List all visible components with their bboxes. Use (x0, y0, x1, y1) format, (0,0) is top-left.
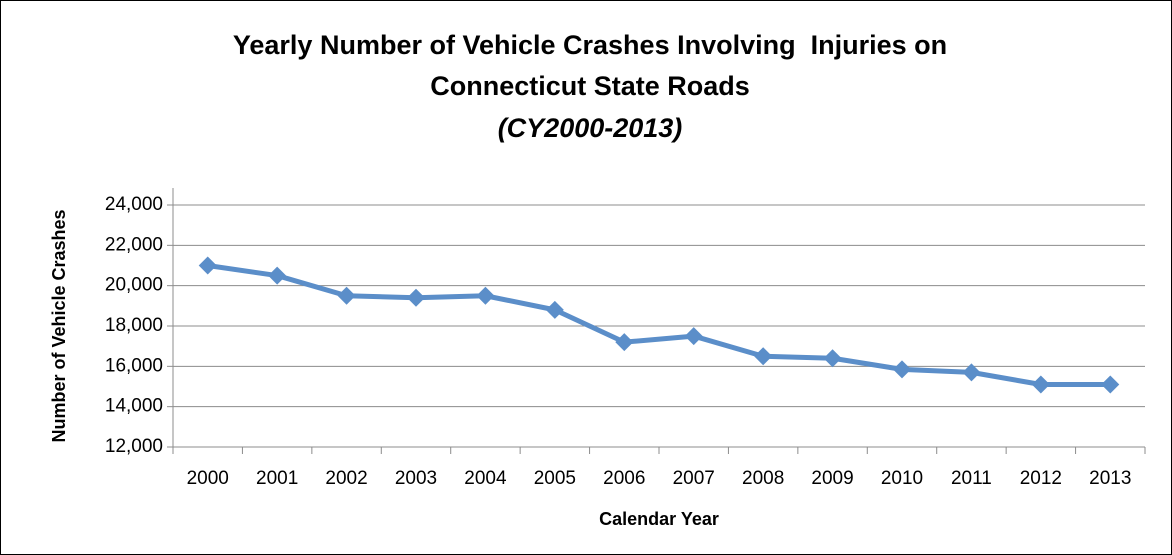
y-tick-label: 16,000 (105, 355, 163, 376)
y-tick-label: 24,000 (105, 194, 163, 215)
x-tick-label: 2005 (534, 468, 576, 489)
x-tick-label: 2012 (1020, 468, 1062, 489)
x-tick-label: 2003 (395, 468, 437, 489)
data-point (1101, 375, 1120, 394)
data-point (823, 349, 842, 368)
x-tick-label: 2007 (673, 468, 715, 489)
y-tick-label: 22,000 (105, 234, 163, 255)
chart-title: Yearly Number of Vehicle Crashes Involvi… (233, 30, 947, 60)
x-tick-label: 2009 (811, 468, 853, 489)
x-tick-label: 2006 (603, 468, 645, 489)
x-tick-label: 2013 (1089, 468, 1131, 489)
x-tick-label: 2010 (881, 468, 923, 489)
y-tick-label: 12,000 (105, 436, 163, 457)
data-point (476, 286, 495, 305)
x-tick-label: 2002 (325, 468, 367, 489)
x-tick-label: 2000 (187, 468, 229, 489)
data-point (545, 300, 564, 319)
data-point (337, 286, 356, 305)
chart-subtitle: (CY2000-2013) (498, 113, 683, 143)
data-point (1031, 375, 1050, 394)
x-tick-label: 2011 (951, 468, 992, 489)
data-point (893, 360, 911, 379)
x-tick-label: 2008 (742, 468, 784, 489)
data-point (754, 347, 773, 366)
x-tick-label: 2001 (256, 468, 298, 489)
y-axis-title: Number of Vehicle Crashes (49, 209, 69, 442)
x-tick-label: 2004 (464, 468, 507, 489)
y-tick-label: 14,000 (105, 396, 163, 417)
data-point (407, 288, 425, 307)
y-tick-label: 20,000 (105, 275, 163, 296)
x-axis-title: Calendar Year (599, 509, 719, 529)
data-point (198, 256, 217, 275)
data-point (684, 327, 703, 346)
data-line (207, 263, 1111, 387)
data-point (615, 333, 634, 352)
chart-title: Connecticut State Roads (430, 71, 750, 101)
data-point (962, 363, 981, 382)
data-point (268, 266, 287, 285)
y-tick-label: 18,000 (105, 315, 163, 336)
